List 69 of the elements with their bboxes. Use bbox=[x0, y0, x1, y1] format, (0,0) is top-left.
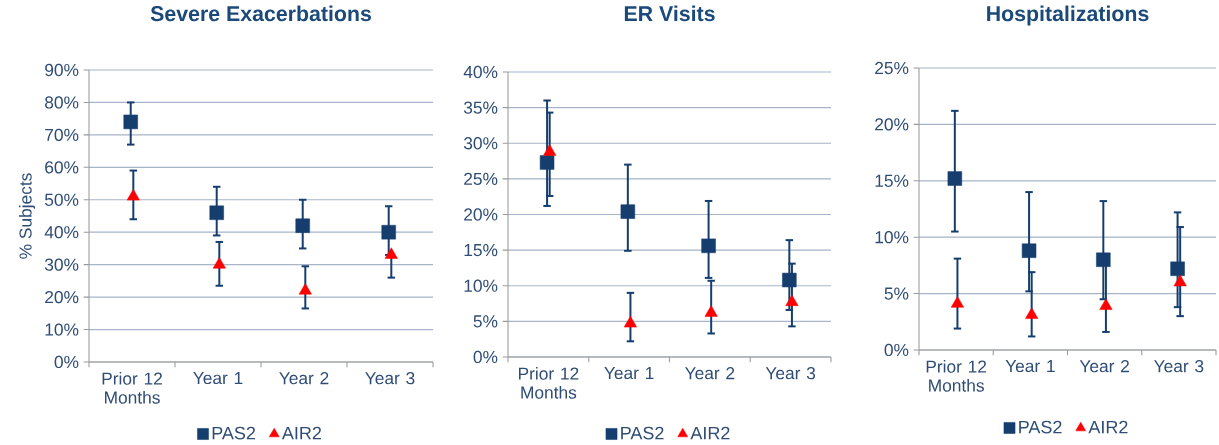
point bbox=[947, 171, 963, 186]
point bbox=[1021, 243, 1037, 258]
x-tick-label: Year 2 bbox=[685, 367, 735, 380]
x-tick-label: Year 1 bbox=[1005, 360, 1055, 373]
y-tick-label: 0% bbox=[884, 343, 909, 357]
y-tick-label: 30% bbox=[463, 137, 498, 150]
y-tick-label: 10% bbox=[45, 323, 79, 336]
y-tick-label: 15% bbox=[875, 174, 909, 187]
x-tick-label: Year 3 bbox=[1154, 360, 1204, 373]
legend-label: AIR2 bbox=[281, 426, 322, 440]
y-tick-label: 0% bbox=[473, 350, 498, 364]
y-tick-label: 50% bbox=[44, 193, 79, 206]
x-tick-label: Year 2 bbox=[279, 372, 329, 385]
point bbox=[123, 114, 138, 130]
y-tick-label: 70% bbox=[45, 128, 79, 142]
legend-label: PAS2 bbox=[212, 426, 256, 440]
point bbox=[704, 305, 718, 317]
y-tick-label: 20% bbox=[875, 118, 909, 131]
point bbox=[1025, 307, 1039, 319]
point bbox=[623, 316, 637, 328]
point bbox=[295, 218, 310, 233]
legend-label: AIR2 bbox=[690, 426, 730, 440]
y-tick-label: 20% bbox=[464, 208, 498, 221]
chart-title: ER Visits bbox=[624, 5, 715, 22]
legend-label: PAS2 bbox=[1019, 420, 1062, 434]
x-tick-label: Year 1 bbox=[193, 372, 243, 385]
x-tick-label: Prior 12 Months bbox=[102, 372, 162, 404]
point bbox=[1170, 261, 1185, 276]
y-tick-label: 0% bbox=[54, 355, 79, 369]
point bbox=[701, 238, 716, 254]
y-tick-label: 25% bbox=[875, 61, 909, 75]
point bbox=[126, 189, 140, 201]
point bbox=[950, 296, 964, 308]
point bbox=[543, 144, 557, 156]
x-tick-label: Prior 12 Months bbox=[518, 367, 579, 399]
y-tick-label: 80% bbox=[45, 96, 79, 109]
legend-label: AIR2 bbox=[1088, 420, 1128, 434]
chart-title: Hospitalizations bbox=[987, 5, 1149, 26]
y-tick-label: 40% bbox=[44, 226, 79, 239]
y-tick-label: 60% bbox=[45, 161, 79, 174]
point bbox=[381, 225, 396, 240]
x-tick-label: Prior 12 Months bbox=[926, 360, 987, 392]
y-tick-label: 10% bbox=[875, 231, 909, 244]
y-tick-label: 30% bbox=[44, 258, 79, 271]
chart-title: Severe Exacerbations bbox=[150, 5, 371, 22]
point bbox=[620, 204, 636, 219]
point bbox=[782, 272, 797, 288]
y-tick-label: 25% bbox=[464, 172, 498, 185]
y-tick-label: 5% bbox=[884, 287, 909, 300]
y-tick-label: 35% bbox=[463, 101, 498, 114]
x-tick-label: Year 1 bbox=[604, 367, 654, 380]
x-tick-label: Year 3 bbox=[365, 372, 415, 385]
point bbox=[785, 294, 799, 306]
point bbox=[1173, 274, 1187, 287]
x-tick-label: Year 3 bbox=[765, 367, 816, 380]
point bbox=[298, 283, 312, 295]
y-tick-label: 10% bbox=[464, 279, 498, 292]
point bbox=[209, 205, 224, 220]
y-tick-label: 5% bbox=[473, 315, 498, 328]
y-tick-label: 15% bbox=[464, 244, 498, 257]
y-axis-title: % Subjects bbox=[18, 173, 36, 259]
point bbox=[1096, 252, 1111, 267]
y-tick-label: 20% bbox=[45, 290, 79, 304]
y-tick-label: 40% bbox=[463, 65, 498, 79]
y-tick-label: 90% bbox=[45, 63, 79, 77]
point bbox=[212, 257, 226, 269]
point bbox=[539, 155, 555, 170]
legend-label: PAS2 bbox=[621, 426, 664, 440]
x-tick-label: Year 2 bbox=[1079, 360, 1129, 373]
